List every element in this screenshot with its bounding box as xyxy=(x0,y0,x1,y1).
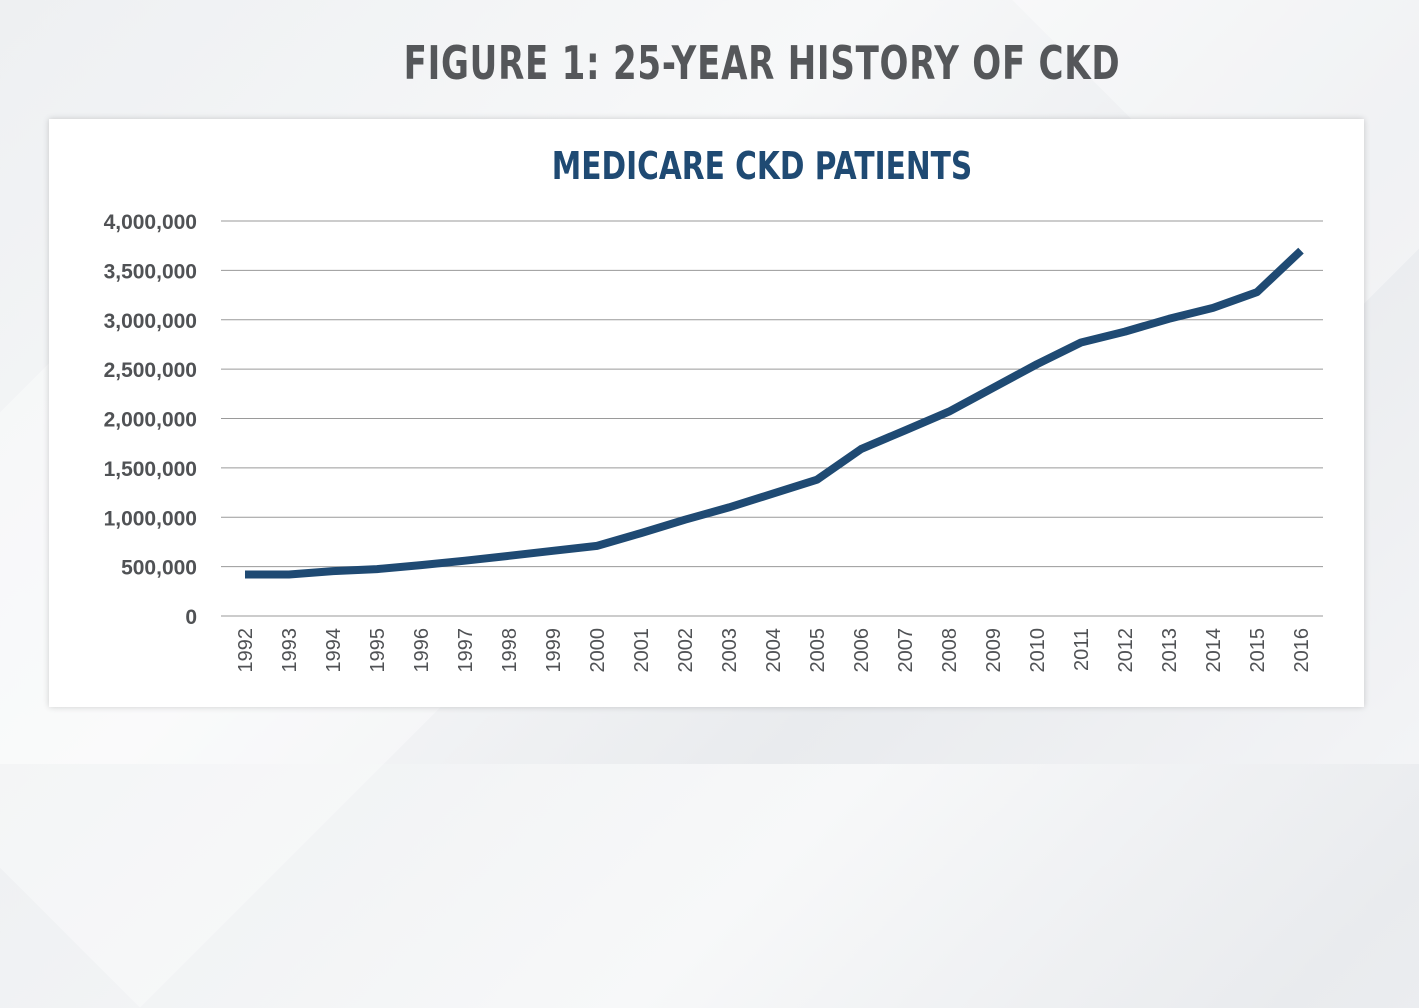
x-tick-label: 2005 xyxy=(807,628,829,673)
series-layer xyxy=(245,251,1301,575)
x-tick-label: 1994 xyxy=(323,628,345,673)
x-tick-label: 1992 xyxy=(235,628,257,673)
grid-lines xyxy=(221,221,1323,616)
x-tick-label: 2016 xyxy=(1291,628,1313,673)
y-tick-label: 2,000,000 xyxy=(104,409,197,432)
x-tick-label: 2008 xyxy=(939,628,961,673)
x-tick-label: 1999 xyxy=(543,628,565,673)
x-tick-label: 2010 xyxy=(1027,628,1049,673)
x-tick-label: 1993 xyxy=(279,628,301,673)
x-tick-label: 2013 xyxy=(1159,628,1181,673)
x-tick-label: 2001 xyxy=(631,628,653,673)
y-tick-label: 2,500,000 xyxy=(104,359,197,382)
x-tick-label: 2012 xyxy=(1115,628,1137,673)
x-tick-label: 2009 xyxy=(983,628,1005,673)
x-tick-label: 1997 xyxy=(455,628,477,673)
chart-card: MEDICARE CKD PATIENTS 0 500,000 1,000,000 1… xyxy=(49,119,1364,707)
x-tick-label: 2000 xyxy=(587,628,609,673)
y-tick-label: 1,000,000 xyxy=(104,507,197,530)
y-axis-ticks: 0 500,000 1,000,000 1,500,000 2,000,000 2,500… xyxy=(104,211,197,629)
x-tick-label: 2007 xyxy=(895,628,917,673)
y-tick-label: 4,000,000 xyxy=(104,211,197,234)
y-tick-label: 1,500,000 xyxy=(104,458,197,481)
x-tick-label: 2011 xyxy=(1071,628,1093,671)
x-tick-label: 1996 xyxy=(411,628,433,673)
y-tick-label: 0 xyxy=(185,606,197,629)
x-tick-label: 2004 xyxy=(763,628,785,673)
x-axis-ticks: 1992 1993 1994 1995 1996 1997 1998 1999 2000 2001… xyxy=(235,628,1313,673)
x-tick-label: 2015 xyxy=(1247,628,1269,673)
y-tick-label: 3,000,000 xyxy=(104,310,197,333)
chart-title: MEDICARE CKD PATIENTS xyxy=(552,144,972,189)
line-chart: MEDICARE CKD PATIENTS 0 500,000 1,000,000 1… xyxy=(49,119,1364,707)
x-tick-label: 1998 xyxy=(499,628,521,673)
x-tick-label: 2002 xyxy=(675,628,697,673)
x-tick-label: 1995 xyxy=(367,628,389,673)
page-title: FIGURE 1: 25-YEAR HISTORY OF CKD xyxy=(198,36,1326,90)
x-tick-label: 2003 xyxy=(719,628,741,673)
x-tick-label: 2006 xyxy=(851,628,873,673)
y-tick-label: 500,000 xyxy=(121,557,197,580)
series-line xyxy=(245,251,1301,575)
x-tick-label: 2014 xyxy=(1203,628,1225,673)
y-tick-label: 3,500,000 xyxy=(104,260,197,283)
